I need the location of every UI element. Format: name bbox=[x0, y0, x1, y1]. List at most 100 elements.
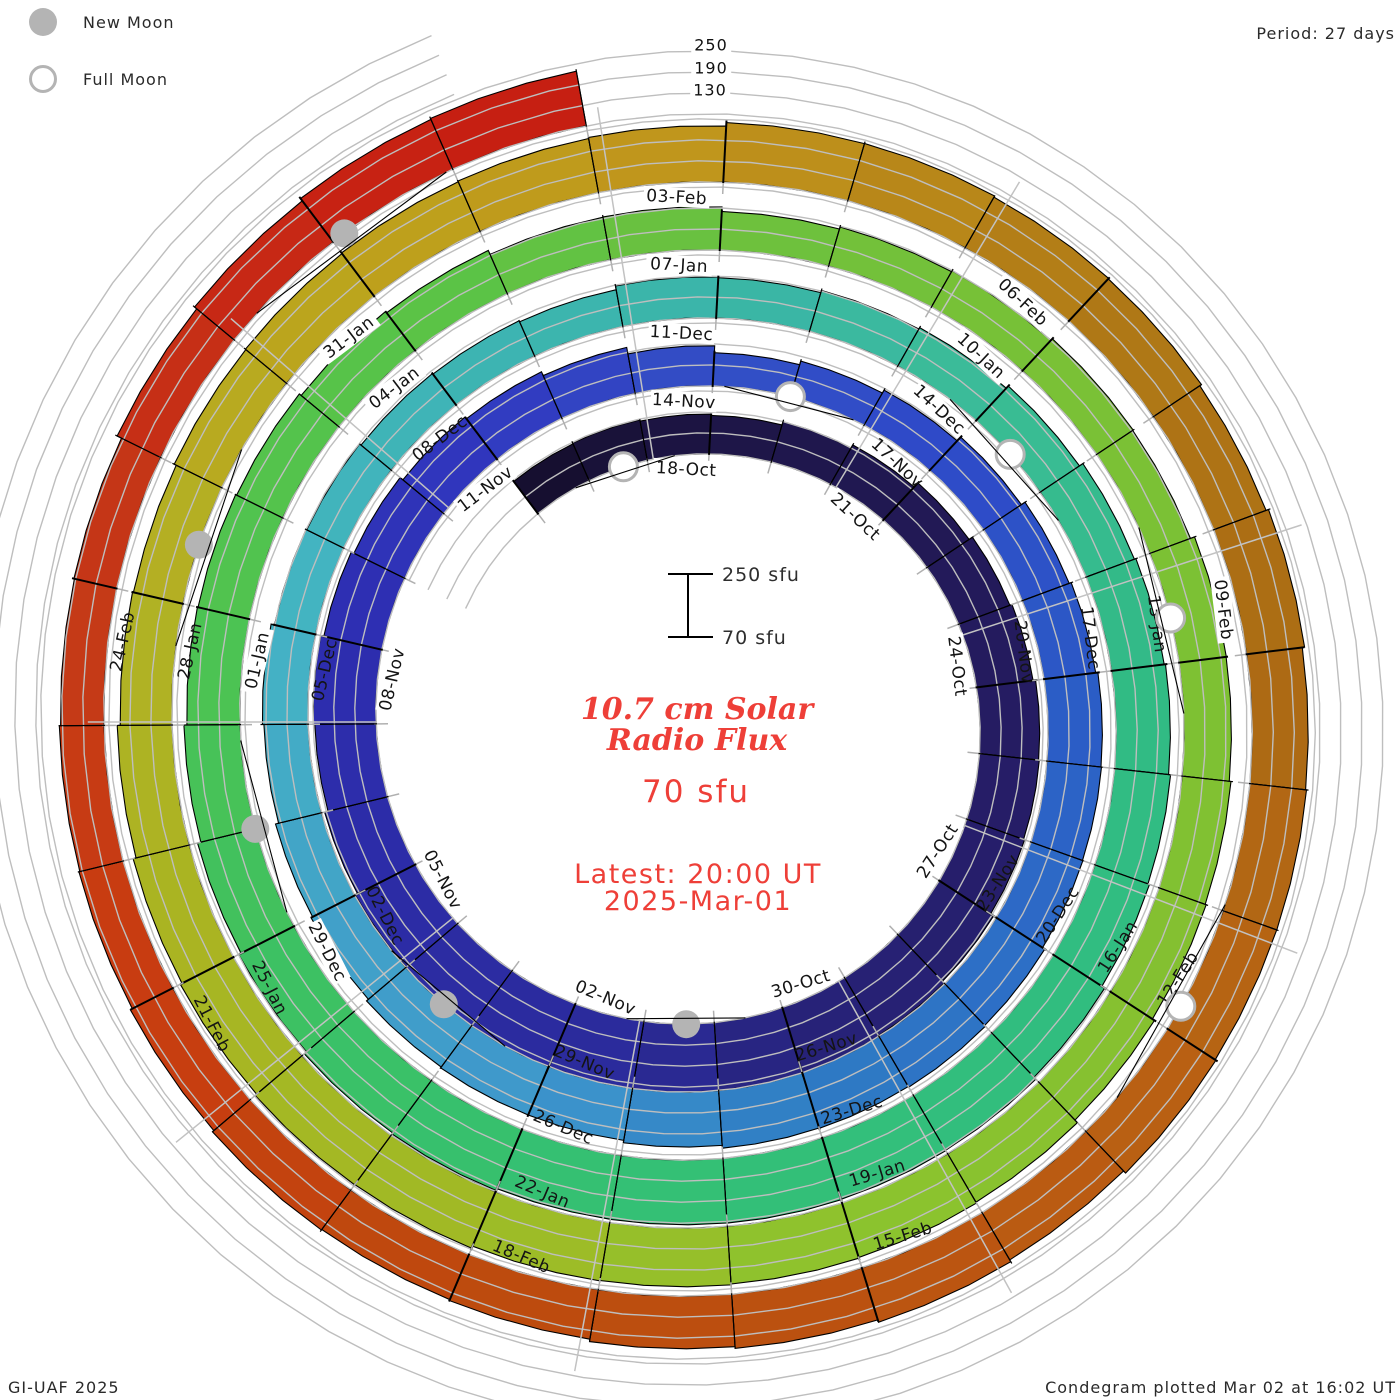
date-tick bbox=[718, 1089, 723, 1148]
date-tick bbox=[319, 1188, 352, 1232]
date-tick bbox=[827, 224, 842, 268]
date-tick bbox=[1113, 767, 1173, 776]
date-tick bbox=[541, 373, 563, 420]
new-moon-icon bbox=[29, 8, 57, 36]
date-tick bbox=[299, 393, 341, 428]
baseline-through-moon bbox=[256, 171, 447, 314]
date-tick bbox=[366, 966, 407, 1002]
date-tick bbox=[400, 478, 445, 515]
date-tick bbox=[964, 195, 996, 249]
date-tick bbox=[1152, 384, 1202, 418]
date-tick bbox=[1085, 557, 1139, 578]
full-moon-marker-17-Oct bbox=[607, 451, 639, 483]
date-tick bbox=[1029, 841, 1086, 862]
baseline-through-moon bbox=[1138, 527, 1185, 714]
date-tick bbox=[978, 752, 1042, 761]
date-label-text: 03-Feb bbox=[646, 186, 708, 209]
chart-title: 10.7 cm Solar Radio Flux bbox=[581, 694, 813, 756]
date-tick bbox=[488, 252, 509, 295]
date-label-box bbox=[652, 457, 720, 481]
date-tick bbox=[896, 325, 922, 368]
date-tick bbox=[1095, 428, 1135, 456]
date-label-text: 07-Jan bbox=[650, 254, 709, 277]
legend-full-moon: Full Moon bbox=[29, 65, 168, 93]
baseline-through-moon bbox=[1116, 904, 1226, 1098]
full-moon-marker-13-Jan bbox=[1155, 602, 1187, 634]
date-tick bbox=[511, 479, 540, 516]
date-tick bbox=[957, 603, 1015, 626]
baseline-through-moon bbox=[175, 449, 243, 647]
full-moon-label: Full Moon bbox=[83, 69, 168, 89]
latest-line2: 2025-Mar-01 bbox=[603, 886, 793, 917]
date-tick bbox=[130, 986, 175, 1011]
flux-day-segment bbox=[1043, 671, 1103, 768]
date-label-box bbox=[824, 487, 887, 547]
date-tick bbox=[829, 442, 855, 486]
date-label-box bbox=[908, 379, 970, 439]
baseline-through-moon bbox=[575, 455, 675, 489]
date-tick bbox=[715, 275, 720, 319]
date-tick bbox=[731, 1293, 736, 1349]
date-tick bbox=[587, 135, 600, 194]
chart-title-line2: Radio Flux bbox=[606, 723, 788, 758]
date-tick bbox=[726, 1225, 732, 1287]
date-tick bbox=[708, 413, 713, 455]
date-tick bbox=[626, 351, 636, 395]
radial-gridline bbox=[835, 181, 1021, 488]
date-tick bbox=[131, 590, 185, 605]
date-tick bbox=[598, 1221, 611, 1284]
date-tick bbox=[254, 1054, 304, 1096]
baseline-through-moon bbox=[240, 740, 288, 913]
date-tick bbox=[133, 844, 191, 859]
date-tick bbox=[1046, 760, 1104, 768]
date-tick bbox=[1245, 646, 1305, 656]
date-label-box bbox=[950, 326, 1012, 386]
flux-day-segment bbox=[827, 226, 953, 308]
baseline-through-moon bbox=[626, 1017, 746, 1020]
date-tick bbox=[711, 350, 716, 387]
date-tick bbox=[1157, 886, 1209, 906]
date-tick bbox=[946, 1152, 979, 1206]
flux-day-segment bbox=[599, 1222, 732, 1288]
date-tick bbox=[1051, 953, 1107, 991]
latest-line1: Latest: 20:00 UT bbox=[574, 859, 822, 890]
date-label-box bbox=[650, 389, 718, 413]
flux-day-segment bbox=[1158, 775, 1232, 906]
date-tick bbox=[276, 812, 323, 825]
date-tick bbox=[234, 493, 284, 519]
date-label-box bbox=[643, 185, 711, 209]
date-tick bbox=[429, 116, 454, 171]
date-tick bbox=[937, 879, 996, 918]
date-tick bbox=[846, 141, 866, 202]
date-tick bbox=[464, 416, 499, 461]
date-label: 14-Nov bbox=[650, 389, 718, 413]
date-label-box bbox=[453, 461, 518, 517]
date-tick bbox=[928, 434, 963, 472]
date-tick bbox=[639, 419, 649, 462]
date-tick bbox=[718, 209, 723, 252]
date-tick bbox=[304, 1010, 356, 1054]
date-tick bbox=[1148, 535, 1197, 555]
date-label-text: 11-Dec bbox=[649, 322, 714, 345]
baseline-through-moon bbox=[949, 399, 1059, 521]
flux-day-segment bbox=[1094, 767, 1172, 885]
date-tick bbox=[195, 605, 251, 621]
date-tick bbox=[614, 283, 624, 328]
date-tick bbox=[943, 982, 988, 1029]
flux-day-segment bbox=[60, 578, 118, 727]
current-flux-value: 70 sfu bbox=[641, 774, 751, 810]
date-tick bbox=[448, 1253, 471, 1302]
date-tick bbox=[77, 860, 125, 873]
date-tick bbox=[609, 1154, 622, 1222]
new-moon-marker-28-Feb bbox=[330, 219, 359, 248]
scale-bar bbox=[668, 573, 713, 638]
date-tick bbox=[272, 623, 317, 636]
date-tick bbox=[965, 818, 1027, 842]
date-tick bbox=[881, 480, 921, 522]
date-tick bbox=[801, 1071, 821, 1131]
date-tick bbox=[1178, 655, 1229, 664]
date-tick bbox=[1042, 671, 1101, 681]
date-label: 11-Dec bbox=[647, 321, 715, 345]
date-tick bbox=[722, 120, 728, 184]
